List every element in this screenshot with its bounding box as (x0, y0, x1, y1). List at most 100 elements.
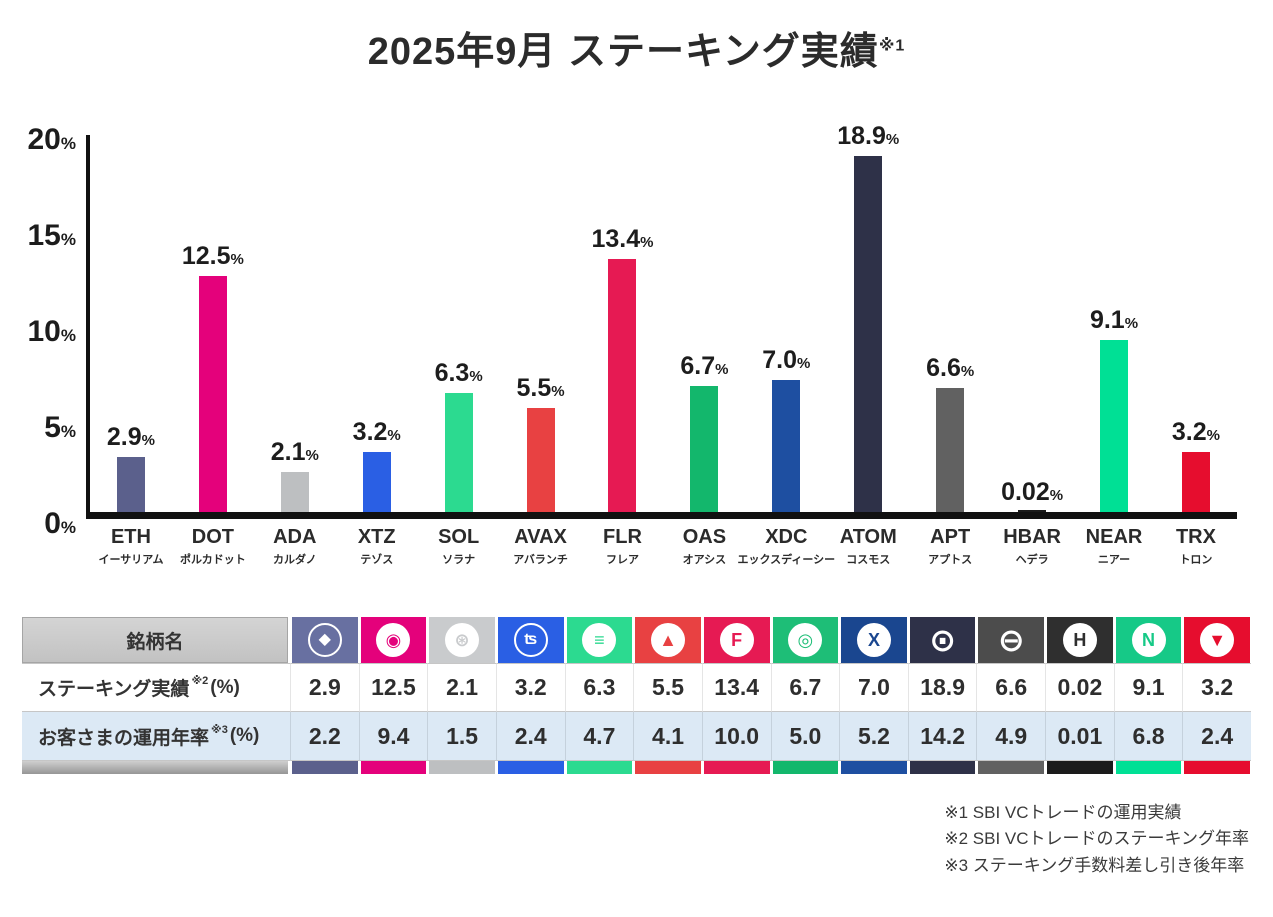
x-axis-label: APT アプトス (928, 526, 973, 566)
bar-slot-xtz: 3.2% XTZ テゾス (336, 135, 418, 566)
row-label-rate: お客さまの運用年率 ※3 (%) (22, 712, 290, 761)
y-axis-label: 15% (27, 219, 77, 252)
icon-cell-xdc: X (839, 617, 908, 663)
icon-cell-oas: ◎ (770, 617, 840, 663)
apt-icon: ⊖ (997, 622, 1025, 658)
value-rate-ada: 1.5 (427, 712, 496, 761)
x-axis-label: XTZ テゾス (357, 526, 396, 566)
value-rate-eth: 2.2 (290, 712, 359, 761)
bar-slot-avax: 5.5% AVAX アバランチ (500, 135, 582, 566)
oas-icon: ◎ (788, 623, 823, 657)
bar-slot-oas: 6.7% OAS オアシス (663, 135, 745, 566)
bar-value-label: 3.2% (352, 417, 401, 446)
bar-slot-apt: 6.6% APT アプトス (909, 135, 991, 566)
value-rate-dot: 9.4 (358, 712, 428, 761)
value-staking-ada: 2.1 (427, 663, 496, 712)
bar-value-label: 9.1% (1089, 306, 1139, 335)
color-strip-trx (1182, 761, 1251, 774)
x-axis-label: ADA カルダノ (272, 526, 317, 566)
footnotes: ※1 SBI VCトレードの運用実績 ※2 SBI VCトレードのステーキング年率… (944, 800, 1249, 879)
value-rate-near: 6.8 (1113, 712, 1183, 761)
bar-value-label: 13.4% (591, 225, 654, 254)
x-axis-label: AVAX アバランチ (513, 526, 568, 566)
staking-bar-chart: 0% 5% 10% 15% 20% 2.9% ETH イーサリアム 12.5% DOT ポルカドッ… (10, 77, 1263, 597)
hbar-icon: H (1062, 623, 1097, 657)
value-staking-hbar: 0.02 (1045, 663, 1114, 712)
value-rate-oas: 5.0 (770, 712, 840, 761)
value-rate-xdc: 5.2 (839, 712, 908, 761)
bar-value-label: 18.9% (837, 121, 900, 150)
bar-near (1100, 340, 1129, 512)
bar-slot-flr: 13.4% FLR フレア (582, 135, 664, 566)
value-rate-atom: 14.2 (907, 712, 977, 761)
bar-value-label: 2.9% (106, 423, 156, 452)
bar-value-label: 6.3% (434, 359, 483, 388)
dot-icon: ◉ (376, 623, 411, 657)
value-staking-oas: 6.7 (770, 663, 840, 712)
bar-flr (608, 259, 637, 512)
bar-xtz (362, 451, 391, 512)
value-staking-sol: 6.3 (564, 663, 634, 712)
sol-icon: ≡ (582, 623, 617, 657)
color-strip-eth (290, 761, 359, 774)
color-strip-xdc (839, 761, 908, 774)
icon-cell-apt: ⊖ (976, 617, 1046, 663)
bar-slot-xdc: 7.0% XDC エックスディーシー (737, 135, 835, 566)
bar-dot (198, 276, 227, 512)
value-staking-trx: 3.2 (1182, 663, 1251, 712)
icon-cell-ada: ⊛ (427, 617, 496, 663)
icon-cell-avax: ▲ (633, 617, 702, 663)
value-rate-flr: 10.0 (701, 712, 771, 761)
bar-value-label: 2.1% (270, 438, 319, 467)
table-color-strip-label (22, 761, 288, 774)
icon-cell-trx: ▼ (1182, 617, 1251, 663)
bar-oas (690, 385, 719, 512)
y-axis-label: 5% (44, 411, 76, 444)
bar-value-label: 12.5% (181, 242, 244, 271)
footnote-line: ※2 SBI VCトレードのステーキング年率 (944, 829, 1249, 849)
value-staking-atom: 18.9 (907, 663, 977, 712)
x-axis-label: FLR フレア (603, 526, 642, 566)
bar-slot-sol: 6.3% SOL ソラナ (418, 135, 500, 566)
value-staking-xdc: 7.0 (839, 663, 908, 712)
x-axis-label: DOT ポルカドット (180, 526, 246, 566)
value-staking-flr: 13.4 (701, 663, 771, 712)
value-rate-hbar: 0.01 (1045, 712, 1114, 761)
value-staking-apt: 6.6 (976, 663, 1046, 712)
value-rate-avax: 4.1 (633, 712, 702, 761)
value-staking-near: 9.1 (1113, 663, 1183, 712)
color-strip-atom (907, 761, 977, 774)
icon-cell-xtz: ʦ (495, 617, 565, 663)
bar-value-label: 6.6% (926, 353, 975, 382)
bar-slot-dot: 12.5% DOT ポルカドット (172, 135, 254, 566)
staking-performance-page: 2025年9月 ステーキング実績※1 0% 5% 10% 15% 20% 2.9% ETH… (0, 20, 1273, 879)
value-staking-avax: 5.5 (633, 663, 702, 712)
bar-avax (526, 408, 555, 512)
y-axis-label: 0% (44, 507, 76, 540)
value-staking-xtz: 3.2 (495, 663, 565, 712)
coin-table: 銘柄名 ◆ ◉ ⊛ ʦ ≡ ▲ F ◎ X ⊙ ⊖ H N ▼ ステーキング実績 ※2 (%) 2.9 12.5 2.1… (22, 617, 1251, 774)
color-strip-oas (770, 761, 840, 774)
x-axis-label: ATOM コスモス (839, 526, 897, 566)
bar-value-label: 3.2% (1171, 417, 1220, 446)
row-label-staking: ステーキング実績 ※2 (%) (22, 663, 290, 712)
flr-icon: F (719, 623, 754, 657)
x-axis-label: OAS オアシス (682, 526, 727, 566)
bar-ada (280, 472, 309, 512)
color-strip-near (1113, 761, 1183, 774)
color-strip-apt (976, 761, 1046, 774)
x-axis-label: NEAR ニアー (1085, 526, 1143, 566)
color-strip-sol (564, 761, 634, 774)
bar-slot-ada: 2.1% ADA カルダノ (254, 135, 336, 566)
avax-icon: ▲ (651, 623, 686, 657)
xdc-icon: X (856, 623, 891, 657)
value-rate-sol: 4.7 (564, 712, 634, 761)
icon-cell-eth: ◆ (290, 617, 359, 663)
bar-value-label: 5.5% (516, 374, 565, 403)
bar-slot-hbar: 0.02% HBAR ヘデラ (991, 135, 1073, 566)
bar-slot-eth: 2.9% ETH イーサリアム (90, 135, 172, 566)
color-strip-xtz (495, 761, 565, 774)
page-title: 2025年9月 ステーキング実績※1 (0, 20, 1273, 75)
bar-slot-trx: 3.2% TRX トロン (1155, 135, 1237, 566)
color-strip-flr (701, 761, 771, 774)
